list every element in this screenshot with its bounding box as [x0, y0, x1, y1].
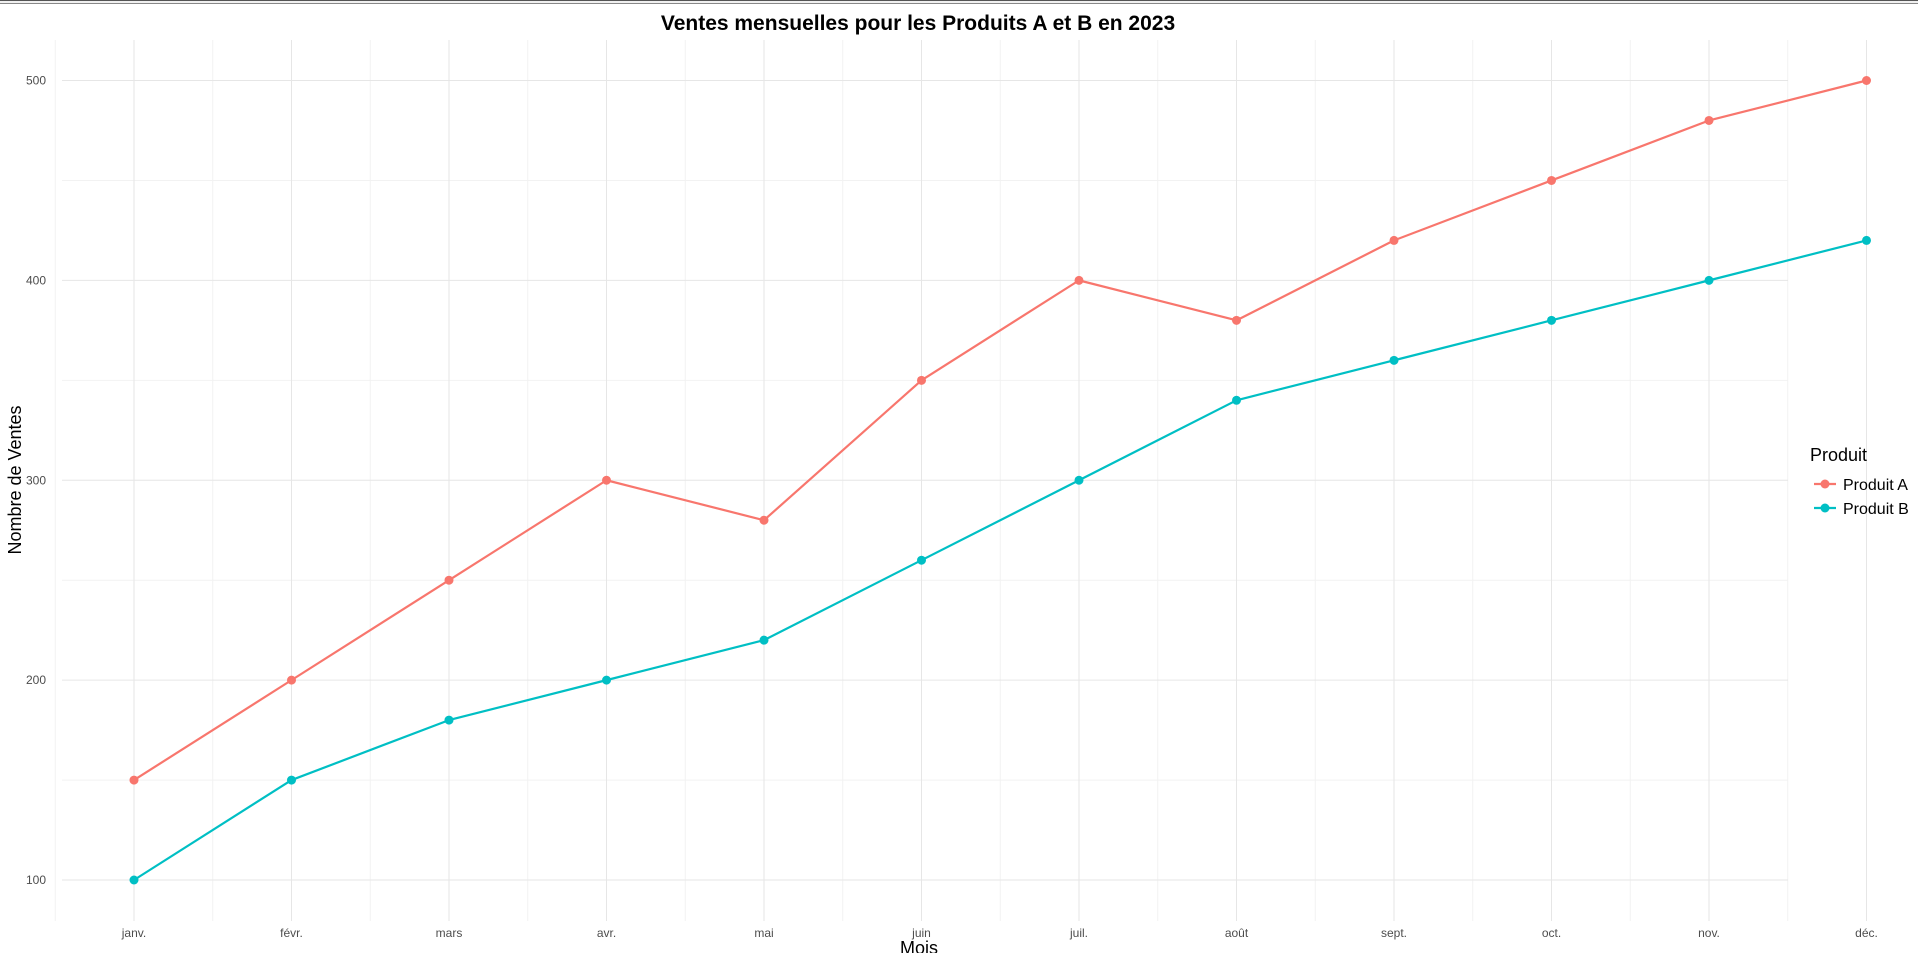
series-line-a [133, 79, 1867, 781]
major-gridlines [62, 40, 1867, 921]
x-tick-label: mai [754, 926, 773, 940]
x-tick-label: nov. [1698, 926, 1720, 940]
data-point [759, 515, 769, 525]
y-tick-label: 400 [26, 273, 46, 287]
data-point [1232, 395, 1241, 405]
data-point [1232, 315, 1241, 325]
data-point [1389, 355, 1399, 365]
window-top-border [0, 0, 1918, 4]
legend-key-point [1820, 479, 1830, 489]
data-point [1547, 315, 1556, 325]
series-line-b [133, 239, 1867, 881]
data-point [444, 715, 454, 725]
legend-key-point [1820, 503, 1830, 513]
legend-title: Produit [1810, 445, 1867, 465]
x-tick-label: juil. [1069, 926, 1088, 940]
data-point [759, 635, 769, 645]
x-tick-label: avr. [597, 926, 616, 940]
chart-title: Ventes mensuelles pour les Produits A et… [661, 12, 1175, 35]
series-layer [129, 76, 1871, 885]
x-axis-ticks: janv. févr. mars avr. mai juin juil. août sept. o… [121, 926, 1878, 940]
data-point [129, 875, 139, 885]
data-point [1862, 76, 1871, 85]
data-point [287, 675, 296, 685]
legend-items: Produit A Produit B [1814, 477, 1909, 518]
data-point [1389, 235, 1399, 245]
data-point [1074, 275, 1084, 285]
y-tick-label: 200 [26, 673, 46, 687]
legend-label: Produit B [1843, 501, 1909, 518]
data-point [602, 475, 611, 485]
x-tick-label: juin [911, 926, 931, 940]
data-point [444, 575, 454, 585]
data-point [287, 775, 296, 785]
x-tick-label: mars [436, 926, 463, 940]
data-point [1704, 275, 1714, 285]
y-axis-ticks: 100 200 300 400 500 [26, 74, 46, 888]
legend: Produit Produit A Produit B [1810, 445, 1909, 518]
x-tick-label: déc. [1855, 926, 1878, 940]
data-point [917, 555, 926, 565]
data-point [1074, 475, 1084, 485]
data-point [1862, 235, 1871, 245]
data-point [1547, 175, 1556, 185]
y-tick-label: 500 [26, 74, 46, 88]
x-tick-label: oct. [1542, 926, 1561, 940]
data-point [917, 375, 926, 385]
data-point [129, 775, 139, 785]
y-tick-label: 300 [26, 473, 46, 487]
x-axis-title: Mois [900, 938, 938, 953]
x-tick-label: sept. [1381, 926, 1407, 940]
y-tick-label: 100 [26, 873, 46, 887]
x-tick-label: janv. [121, 926, 146, 940]
y-axis-title: Nombre de Ventes [5, 405, 25, 554]
data-point [1704, 115, 1714, 125]
legend-label: Produit A [1843, 477, 1908, 494]
data-point [602, 675, 611, 685]
x-tick-label: févr. [280, 926, 303, 940]
x-tick-label: août [1225, 926, 1249, 940]
